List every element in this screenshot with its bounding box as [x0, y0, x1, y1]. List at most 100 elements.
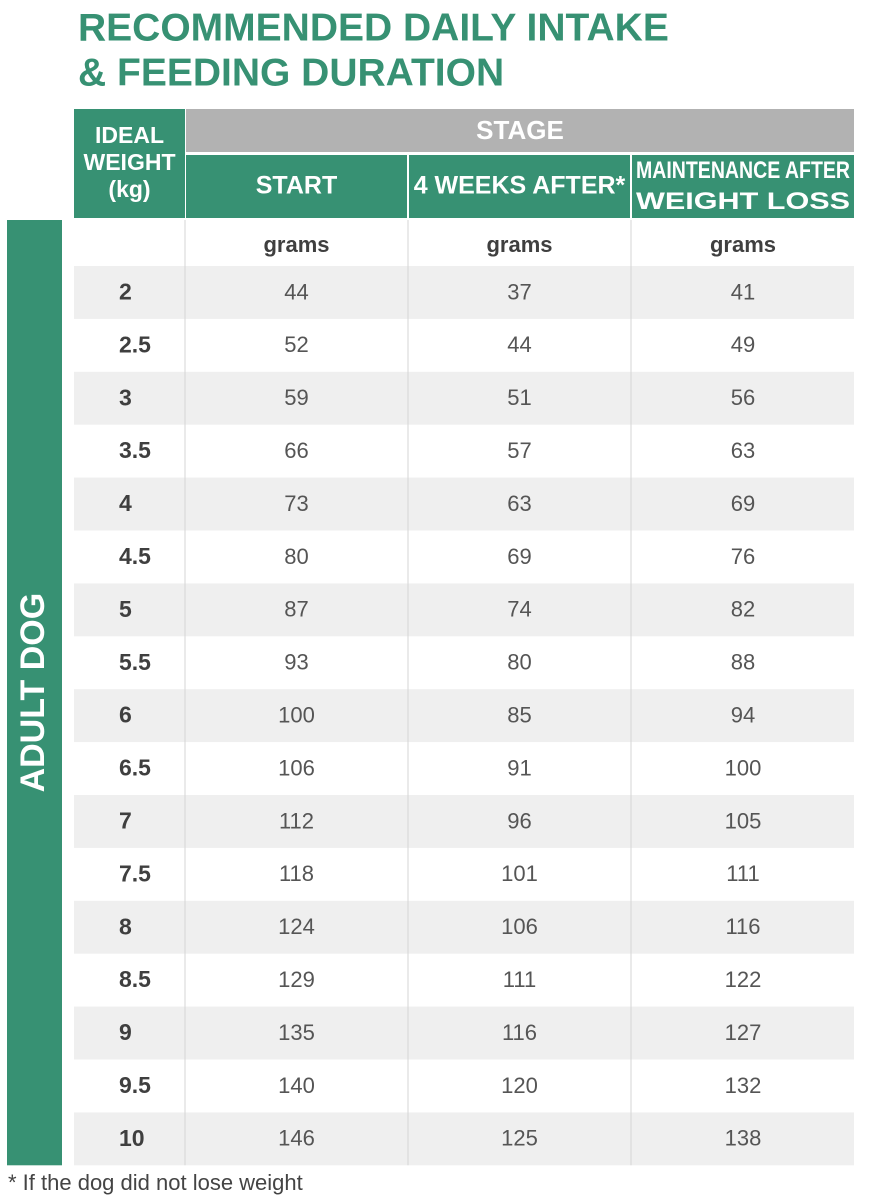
value-cell: 74	[507, 597, 531, 622]
weight-cell: 10	[119, 1125, 145, 1151]
weight-cell: 3.5	[119, 437, 151, 463]
value-cell: 37	[507, 279, 531, 304]
value-cell: 111	[503, 967, 536, 992]
row-band	[74, 1112, 854, 1166]
value-cell: 100	[278, 702, 315, 727]
column-header-text: MAINTENANCE AFTER	[636, 157, 850, 184]
value-cell: 80	[507, 650, 531, 675]
row-band	[74, 477, 854, 531]
value-cell: 116	[725, 914, 760, 939]
unit-label: grams	[486, 232, 552, 257]
weight-cell: 4	[119, 490, 132, 516]
column-header-cell	[409, 155, 630, 218]
value-cell: 116	[502, 1020, 537, 1045]
weight-cell: 7	[119, 808, 132, 834]
value-cell: 127	[725, 1020, 762, 1045]
value-cell: 88	[731, 650, 755, 675]
value-cell: 57	[507, 438, 531, 463]
value-cell: 112	[279, 808, 314, 833]
value-cell: 120	[501, 1073, 538, 1098]
weight-cell: 2.5	[119, 331, 151, 357]
row-band	[74, 583, 854, 637]
value-cell: 44	[284, 279, 308, 304]
title-line: RECOMMENDED DAILY INTAKE	[78, 6, 669, 49]
stage-header-cell	[186, 109, 854, 152]
weight-cell: 5	[119, 596, 132, 622]
value-cell: 41	[731, 279, 755, 304]
value-cell: 100	[725, 755, 762, 780]
weight-header-text: WEIGHT	[84, 149, 176, 175]
value-cell: 106	[501, 914, 538, 939]
weight-cell: 4.5	[119, 543, 151, 569]
title-line: & FEEDING DURATION	[78, 51, 504, 94]
value-cell: 59	[284, 385, 308, 410]
value-cell: 96	[507, 808, 531, 833]
value-cell: 129	[278, 967, 315, 992]
weight-header-text: (kg)	[108, 176, 150, 202]
value-cell: 140	[278, 1073, 315, 1098]
value-cell: 56	[731, 385, 755, 410]
column-header-text: 4 WEEKS AFTER*	[414, 172, 626, 200]
value-cell: 82	[731, 597, 755, 622]
value-cell: 66	[284, 438, 308, 463]
value-cell: 138	[725, 1126, 762, 1151]
weight-cell: 9	[119, 1019, 132, 1045]
value-cell: 69	[731, 491, 755, 516]
row-band	[74, 900, 854, 954]
value-cell: 49	[731, 332, 755, 357]
value-cell: 87	[284, 597, 308, 622]
value-cell: 124	[278, 914, 315, 939]
side-label: ADULT DOG	[14, 593, 52, 793]
footnote: * If the dog did not lose weight	[8, 1170, 303, 1195]
weight-cell: 9.5	[119, 1072, 151, 1098]
value-cell: 132	[725, 1073, 762, 1098]
value-cell: 63	[731, 438, 755, 463]
weight-cell: 6.5	[119, 755, 151, 781]
value-cell: 111	[726, 861, 759, 886]
value-cell: 80	[284, 544, 308, 569]
weight-cell: 6	[119, 702, 132, 728]
weight-cell: 7.5	[119, 860, 151, 886]
value-cell: 76	[731, 544, 755, 569]
weight-header-cell	[74, 109, 185, 218]
value-cell: 93	[284, 650, 308, 675]
value-cell: 101	[501, 861, 538, 886]
value-cell: 122	[725, 967, 762, 992]
weight-header-text: IDEAL	[95, 122, 164, 148]
value-cell: 146	[278, 1126, 315, 1151]
value-cell: 73	[284, 491, 308, 516]
row-band	[74, 689, 854, 743]
weight-cell: 8.5	[119, 966, 151, 992]
side-label-bar	[7, 220, 62, 1166]
value-cell: 94	[731, 702, 755, 727]
value-cell: 106	[278, 755, 315, 780]
column-header-cell	[186, 155, 407, 218]
column-header-text: WEIGHT LOSS	[636, 188, 850, 215]
weight-cell: 3	[119, 384, 132, 410]
row-band	[74, 795, 854, 848]
value-cell: 135	[278, 1020, 315, 1045]
value-cell: 63	[507, 491, 531, 516]
value-cell: 51	[507, 385, 531, 410]
weight-cell: 8	[119, 913, 132, 939]
unit-label: grams	[710, 232, 776, 257]
row-band	[74, 1006, 854, 1060]
value-cell: 69	[507, 544, 531, 569]
column-header-text: START	[256, 172, 337, 200]
value-cell: 105	[725, 808, 762, 833]
stage-header-text: STAGE	[476, 115, 564, 145]
weight-cell: 5.5	[119, 649, 151, 675]
value-cell: 125	[501, 1126, 538, 1151]
value-cell: 118	[279, 861, 314, 886]
column-header-cell	[632, 155, 854, 218]
value-cell: 85	[507, 702, 531, 727]
value-cell: 44	[507, 332, 531, 357]
row-band	[74, 371, 854, 425]
weight-cell: 2	[119, 279, 132, 305]
value-cell: 91	[507, 755, 531, 780]
unit-label: grams	[263, 232, 329, 257]
row-band	[74, 266, 854, 319]
value-cell: 52	[284, 332, 308, 357]
